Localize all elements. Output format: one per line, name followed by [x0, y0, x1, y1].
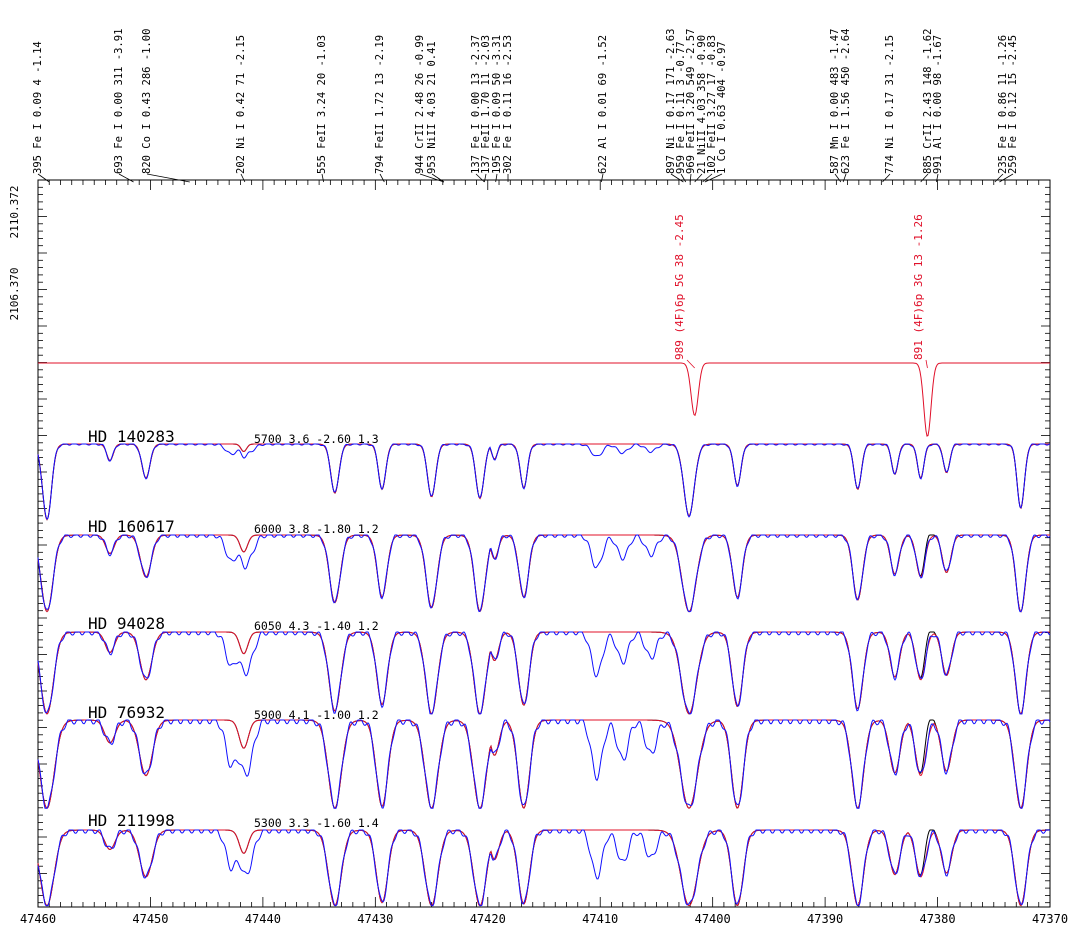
star-parameters: 6050 4.3 -1.40 1.2 — [254, 619, 379, 633]
line-list-entry: 102 FeII 3.27 17 -0.83 — [706, 35, 718, 174]
line-list-pointer — [484, 173, 487, 183]
x-tick-label: 47430 — [357, 912, 393, 926]
line-list-entry: 395 Fe I 0.09 4 -1.14 — [32, 41, 44, 174]
line-list-entry: 623 Fe I 1.56 450 -2.64 — [840, 29, 852, 174]
line-list-entry: 302 Fe I 0.11 16 -2.53 — [502, 35, 514, 174]
x-tick-label: 47460 — [20, 912, 56, 926]
star-name: HD 140283 — [88, 427, 175, 446]
line-list-pointer — [834, 173, 842, 183]
line-list-entry: 991 Al I 0.00 98 -1.67 — [932, 35, 944, 174]
star-name: HD 211998 — [88, 811, 175, 830]
line-list-pointer — [999, 173, 1014, 183]
red-line-annotation: 891 (4F)6p 3G 13 -1.26 — [912, 214, 925, 360]
line-list-pointer — [431, 173, 445, 183]
observed-spectrum-line — [37, 631, 1051, 715]
line-list-entry: 885 CrII 2.43 148 -1.62 — [922, 29, 934, 174]
labels-group: HD 140283 5700 3.6 -2.60 1.3 HD 160617 6000… — [88, 427, 379, 830]
line-list-entry: 195 Fe I 0.09 50 -3.31 — [491, 35, 503, 174]
red-model-line — [37, 631, 1050, 715]
line-list-pointer — [37, 173, 50, 183]
x-tick-label: 47440 — [245, 912, 281, 926]
line-list-pointer — [842, 173, 847, 183]
line-list-pointer — [240, 173, 246, 183]
line-list-entry: 969 FeII 3.20 549 -2.57 — [685, 29, 697, 174]
line-list-entry: 137 Fe I 0.00 13 -2.37 — [470, 35, 482, 174]
line-list-pointer — [419, 173, 445, 183]
line-list-pointer — [702, 173, 713, 183]
line-list-entry: 587 Mn I 0.00 483 -1.47 — [829, 29, 841, 174]
star-name: HD 94028 — [88, 614, 165, 633]
observed-spectrum-line — [37, 534, 1051, 613]
star-name: HD 160617 — [88, 517, 175, 536]
line-list-pointer — [920, 173, 929, 183]
x-tick-label: 47380 — [919, 912, 955, 926]
line-list-pointer — [882, 173, 891, 183]
black-model-line — [37, 534, 1050, 613]
x-tick-label: 47400 — [695, 912, 731, 926]
x-tick-label: 47420 — [470, 912, 506, 926]
line-list-entry: 202 Ni I 0.42 71 -2.15 — [235, 35, 247, 174]
x-tick-label: 47410 — [582, 912, 618, 926]
line-list-entry: 953 NiII 4.03 21 0.41 — [426, 41, 438, 174]
star-parameters: 5700 3.6 -2.60 1.3 — [254, 432, 379, 446]
red-annotation-pointer — [686, 359, 695, 369]
line-list-entry: 774 Ni I 0.17 31 -2.15 — [884, 35, 896, 174]
line-list-pointer — [689, 173, 692, 183]
line-list-pointer — [670, 173, 684, 183]
line-list-pointer — [146, 173, 190, 183]
line-list-pointer — [495, 173, 498, 183]
star-parameters: 5300 3.3 -1.60 1.4 — [254, 816, 379, 830]
line-list-pointer — [118, 173, 134, 183]
line-list-entry: 555 FeII 3.24 20 -1.03 — [316, 35, 328, 174]
red-line-annotation: 989 (4F)6p 5G 38 -2.45 — [673, 214, 686, 360]
line-list-pointer — [321, 173, 325, 183]
x-tick-label: 47390 — [807, 912, 843, 926]
line-list-pointer — [936, 173, 939, 183]
line-list-group: 395 Fe I 0.09 4 -1.14 693 Fe I 0.00 311 -… — [32, 29, 1019, 183]
line-list-entry: 1 Co I 0.63 404 -0.97 — [716, 41, 728, 174]
line-list-entry: 21 NiII 4.03 358 -0.90 — [696, 35, 708, 174]
line-list-entry: 622 Al I 0.01 69 -1.52 — [597, 35, 609, 174]
line-list-pointer — [475, 173, 485, 183]
line-list-entry: 693 Fe I 0.00 311 -3.91 — [113, 29, 125, 174]
line-list-entry: 259 Fe I 0.12 15 -2.45 — [1007, 35, 1019, 174]
star-name: HD 76932 — [88, 703, 165, 722]
red-annotation-pointer — [925, 359, 928, 369]
left-axis-label: 2110.372 — [8, 186, 21, 239]
spectra-group — [37, 443, 1051, 907]
red-model-line — [37, 534, 1050, 613]
black-model-line — [37, 631, 1050, 715]
line-list-entry: 235 Fe I 0.86 11 -1.26 — [997, 35, 1009, 174]
line-list-entry: 794 FeII 1.72 13 -2.19 — [374, 35, 386, 174]
axes-group: 47460 47450 47440 47430 47420 47410 47400 47390… — [8, 179, 1068, 926]
line-list-pointer — [379, 173, 385, 183]
red-synthetic-group: 989 (4F)6p 5G 38 -2.45 891 (4F)6p 3G 13 -… — [38, 214, 1050, 437]
line-list-entry: 897 Ni I 0.17 171 -2.63 — [665, 29, 677, 174]
observed-spectrum-line — [37, 443, 1051, 521]
line-list-pointer — [680, 173, 687, 183]
observed-spectrum-line — [37, 829, 1050, 907]
star-parameters: 6000 3.8 -1.80 1.2 — [254, 522, 379, 536]
observed-spectrum-line — [37, 719, 1051, 809]
black-model-line — [37, 443, 1050, 521]
line-list-pointer — [994, 173, 1004, 183]
line-list-entry: 137 FeII 1.70 11 -2.03 — [480, 35, 492, 174]
line-list-entry: 959 Fe I 0.11 3 -0.77 — [675, 41, 687, 174]
line-list-entry: 820 Co I 0.43 286 -1.00 — [141, 29, 153, 174]
x-tick-label: 47370 — [1032, 912, 1068, 926]
line-list-pointer — [694, 173, 703, 183]
line-list-entry: 944 CrII 2.48 26 -0.99 — [414, 35, 426, 174]
line-list-pointer — [600, 173, 604, 183]
star-parameters: 5900 4.1 -1.00 1.2 — [254, 708, 379, 722]
red-model-line — [37, 443, 1050, 521]
x-tick-label: 47450 — [132, 912, 168, 926]
left-axis-label: 2106.370 — [8, 268, 21, 321]
plot-frame — [37, 179, 1051, 908]
red-synthetic-line — [38, 362, 1050, 437]
line-list-pointer — [704, 173, 723, 183]
